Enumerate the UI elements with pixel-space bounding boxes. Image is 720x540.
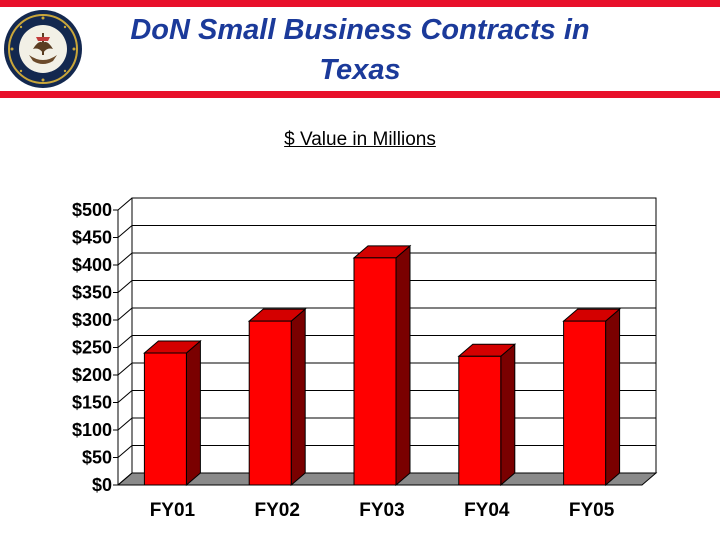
y-tick-label: $50 [82, 448, 112, 468]
y-tick-label: $250 [72, 338, 112, 358]
bar-fy03 [353, 257, 397, 486]
x-category-label: FY04 [464, 500, 510, 521]
header-bottom-rule [0, 91, 720, 98]
x-category-label: FY05 [569, 500, 615, 521]
y-tick-label: $450 [72, 228, 112, 248]
header-top-rule [0, 0, 720, 7]
y-tick-label: $150 [72, 393, 112, 413]
bar-fy05 [563, 320, 607, 486]
bar-fy04 [458, 355, 502, 486]
x-category-label: FY01 [150, 500, 196, 521]
x-category-label: FY02 [254, 500, 299, 521]
navy-seal-icon [3, 9, 83, 89]
bar-side [290, 308, 306, 487]
y-tick-label: $400 [72, 255, 112, 275]
x-category-label: FY03 [359, 500, 404, 521]
bar-side [605, 308, 621, 487]
y-tick-label: $500 [72, 200, 112, 220]
y-tick-label: $0 [92, 475, 112, 495]
bar-fy02 [248, 320, 292, 486]
page-title: DoN Small Business Contracts in Texas [90, 10, 630, 90]
y-tick-label: $200 [72, 365, 112, 385]
y-tick-label: $300 [72, 310, 112, 330]
chart-title: $ Value in Millions [284, 129, 436, 150]
bar-fy01 [143, 352, 187, 486]
y-tick-label: $100 [72, 420, 112, 440]
bar-side [395, 244, 411, 487]
page-title-line2: Texas [319, 54, 401, 86]
y-tick-label: $350 [72, 283, 112, 303]
page-title-line1: DoN Small Business Contracts in [130, 14, 590, 46]
bar-side [500, 343, 516, 487]
bar-side [185, 339, 201, 487]
